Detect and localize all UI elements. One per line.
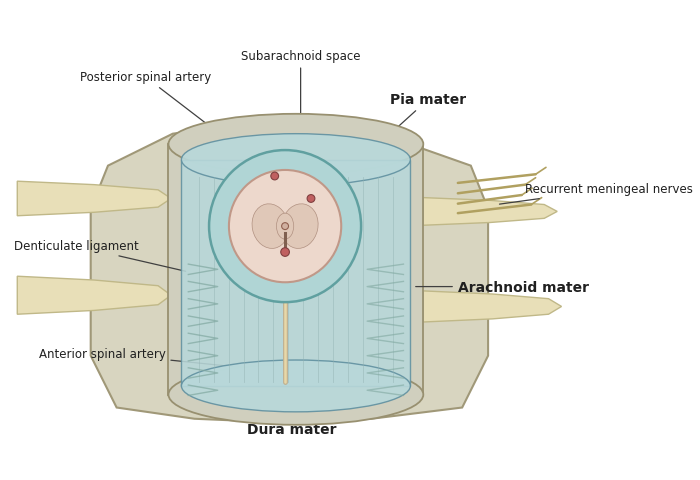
Polygon shape <box>424 291 561 323</box>
Text: Denticulate ligament: Denticulate ligament <box>13 240 186 272</box>
Ellipse shape <box>281 204 318 249</box>
Text: Pia mater: Pia mater <box>348 93 467 173</box>
Text: Recurrent meningeal nerves: Recurrent meningeal nerves <box>500 183 693 204</box>
Ellipse shape <box>169 365 424 425</box>
Circle shape <box>307 195 315 203</box>
Ellipse shape <box>276 214 294 240</box>
Ellipse shape <box>181 360 410 412</box>
Polygon shape <box>169 145 424 395</box>
Text: Subarachnoid space: Subarachnoid space <box>241 50 360 166</box>
Polygon shape <box>424 198 557 226</box>
Text: Posterior spinal artery: Posterior spinal artery <box>80 71 272 175</box>
Circle shape <box>281 223 288 230</box>
Ellipse shape <box>169 115 424 175</box>
Ellipse shape <box>252 204 288 249</box>
Text: Dura mater: Dura mater <box>247 413 337 436</box>
Ellipse shape <box>181 134 410 186</box>
Ellipse shape <box>229 170 341 283</box>
Text: Anterior spinal artery: Anterior spinal artery <box>38 347 275 371</box>
Polygon shape <box>18 182 171 216</box>
Text: Arachnoid mater: Arachnoid mater <box>416 280 589 294</box>
Circle shape <box>281 248 289 257</box>
Ellipse shape <box>209 151 361 302</box>
Circle shape <box>271 173 279 180</box>
Polygon shape <box>181 160 410 386</box>
Polygon shape <box>18 276 171 314</box>
Polygon shape <box>91 119 488 423</box>
